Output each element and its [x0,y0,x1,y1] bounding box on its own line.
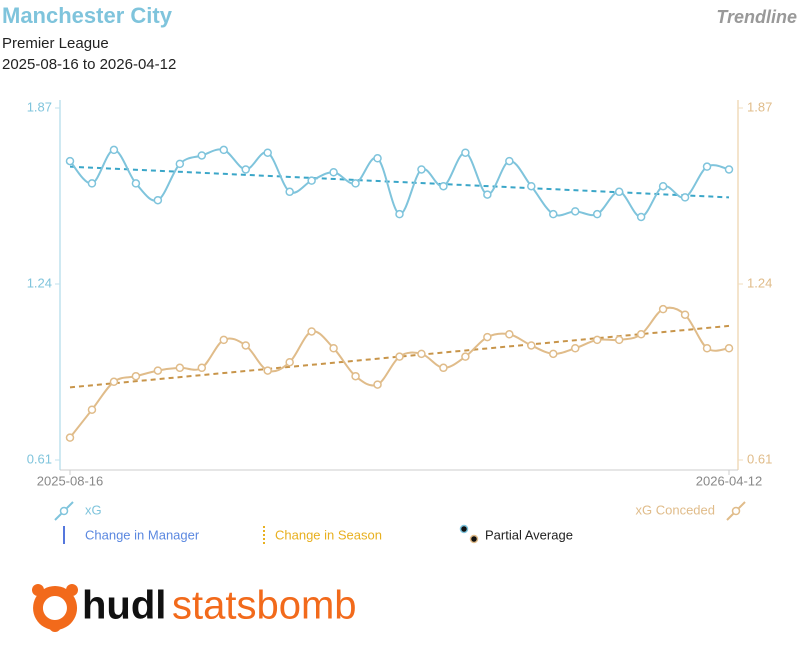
point [87,179,97,188]
point [65,156,75,166]
y-tick-label: 0.61 [27,451,52,466]
point [153,195,163,205]
legend-label: xG Conceded [636,502,716,517]
point [636,330,646,339]
point [329,168,338,177]
point [614,187,624,197]
point [724,344,734,353]
y2-tick-label: 1.87 [747,99,772,114]
point [219,145,229,155]
x-tick-label: 2026-04-12 [696,473,763,488]
point [505,156,514,166]
legend-partial-icon [459,524,479,544]
point [417,349,426,359]
point [461,148,470,157]
point [680,310,690,319]
point [417,165,426,174]
point [483,332,492,342]
point [570,344,580,353]
legend-xg-icon [54,501,74,521]
legend-xga-icon [726,501,746,521]
point [109,145,119,155]
point [395,352,404,361]
point [285,357,294,367]
point [131,371,141,381]
y-tick-label: 1.87 [27,99,52,114]
point [549,349,558,359]
point [153,366,163,375]
point [680,193,690,202]
series-line [69,148,730,218]
point [724,165,734,174]
point [263,366,272,375]
point [549,209,558,219]
point [527,181,536,191]
y-tick-label: 1.24 [27,275,52,290]
point [527,341,536,350]
point [307,327,316,336]
subtitle: Premier League [2,35,109,52]
point [614,335,624,345]
logo-text: hudl [82,584,166,628]
point [241,165,250,174]
point [307,176,316,185]
point [658,181,668,191]
legend-label: Change in Season [275,527,382,542]
logo-text: statsbomb [172,584,357,628]
point [219,335,229,345]
point [87,405,97,414]
x-tick-label: 2025-08-16 [37,473,104,488]
date-range: 2025-08-16 to 2026-04-12 [2,56,176,73]
legend-label: xG [85,502,102,517]
point [592,209,602,219]
point [329,344,338,353]
point [65,433,75,442]
point [592,335,602,345]
point [439,181,448,191]
legend-label: Partial Average [485,527,573,542]
point [175,363,185,373]
legend-label: Change in Manager [85,527,200,542]
point [636,212,646,222]
point [483,190,492,199]
chart-title: Manchester City [2,3,173,28]
point [197,363,207,373]
point [131,179,141,188]
series-line [69,306,730,439]
point [109,377,119,387]
point [702,162,712,171]
point [395,209,404,219]
y2-tick-label: 1.24 [747,275,772,290]
badge: Trendline [716,7,797,27]
point [373,154,382,163]
y2-tick-label: 0.61 [747,451,772,466]
point [197,151,207,160]
point [658,304,668,314]
point [373,380,382,389]
logo-icon [32,584,78,632]
point [439,363,448,373]
point [702,344,712,353]
point [351,371,360,381]
point [351,179,360,188]
point [175,159,185,169]
point [241,341,250,350]
point [570,207,580,216]
point [505,330,514,339]
point [285,187,294,197]
point [461,352,470,361]
point [263,148,272,157]
